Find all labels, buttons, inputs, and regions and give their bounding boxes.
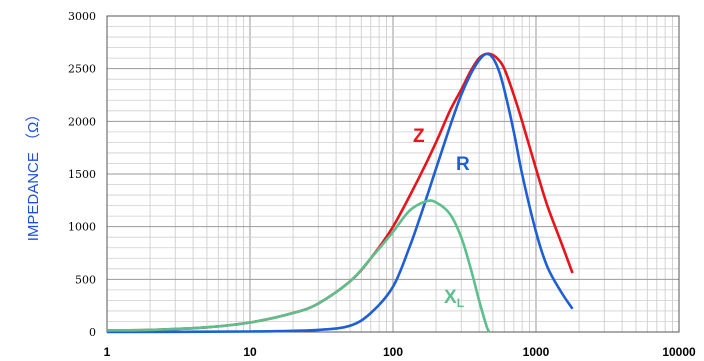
y-tick-label: 1000 [68,221,96,234]
y-tick-labels: 0 500 1000 1500 2000 2500 3000 [68,10,96,339]
y-tick-label: 1500 [68,168,96,181]
series-line-xl [106,199,491,333]
x-tick-label: 10 [243,345,257,359]
series-label-r: R [456,154,470,175]
data-series [106,52,574,334]
series-line-r [106,52,574,334]
y-axis-label: IMPEDANCE （Ω） [25,107,42,242]
x-tick-label: 1 [104,345,111,359]
x-tick-label: 1000 [523,345,550,359]
y-tick-label: 0 [89,326,96,339]
y-tick-label: 2000 [68,115,96,128]
chart-grid [106,15,679,333]
y-tick-label: 500 [75,273,96,286]
x-tick-label: 10000 [662,345,696,359]
series-label-subscript: L [457,296,464,310]
plot-area-border [106,15,680,333]
y-tick-label: 3000 [68,10,96,23]
y-tick-label: 2500 [68,63,96,76]
x-tick-labels: 1 10 100 1000 10000 [104,345,696,359]
x-tick-label: 100 [383,345,403,359]
series-label-z: Z [413,126,425,147]
